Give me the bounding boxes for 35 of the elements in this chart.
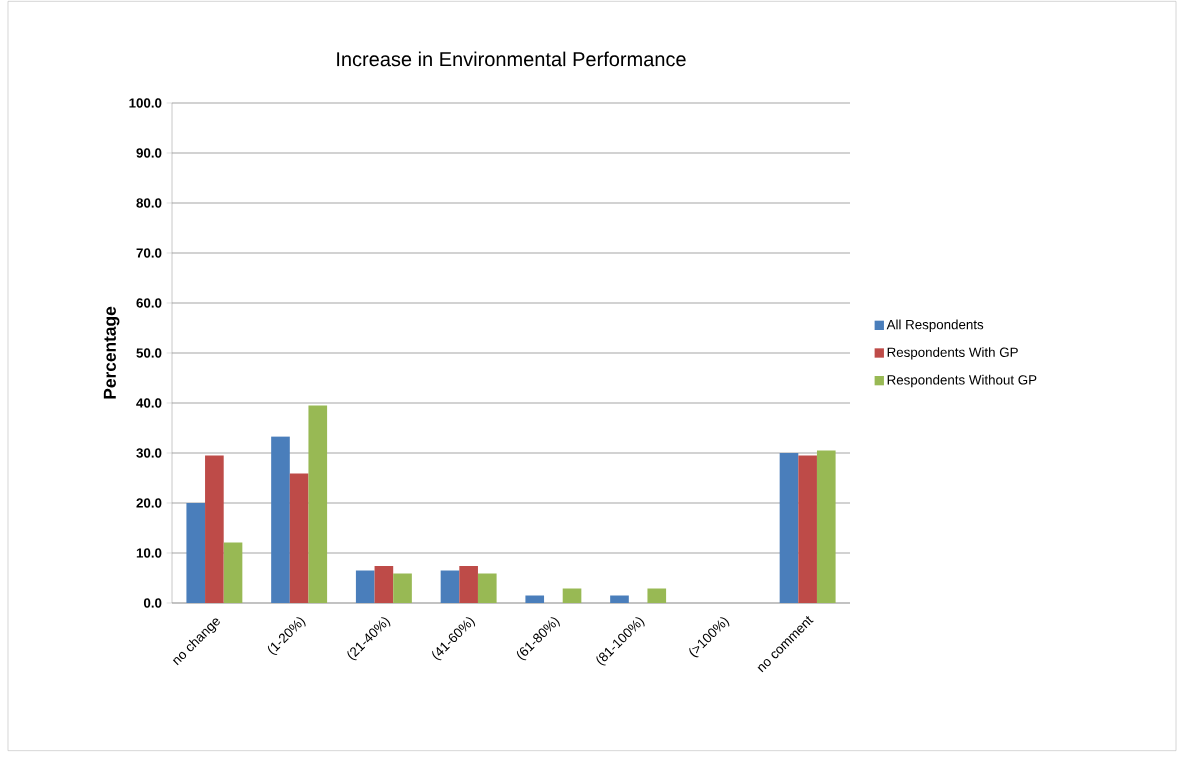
y-tick-label: 100.0 [129, 98, 162, 108]
bar [271, 436, 290, 603]
legend-label: All Respondents [886, 319, 984, 332]
bar [798, 455, 817, 603]
y-tick-label: 70.0 [136, 248, 162, 258]
bar [308, 405, 328, 603]
bar [816, 450, 836, 603]
y-tick-label: 90.0 [136, 148, 162, 158]
bar [393, 573, 412, 603]
y-tick-label: 40.0 [136, 398, 162, 408]
bar [223, 542, 243, 603]
legend-label: Respondents Without GP [887, 374, 1037, 388]
y-tick-label: 0.0 [143, 598, 162, 608]
y-tick-label: 20.0 [136, 498, 162, 508]
bar [355, 570, 375, 603]
bar [779, 453, 799, 603]
bar [477, 573, 497, 603]
legend-label: Respondents With GP [887, 347, 1018, 360]
y-tick-label: 60.0 [136, 298, 162, 308]
bar [289, 473, 309, 603]
y-tick-label: 10.0 [136, 548, 162, 558]
y-axis-title: Percentage [103, 306, 120, 399]
bar [647, 588, 667, 603]
bar [374, 566, 394, 603]
bar [186, 503, 206, 603]
y-tick-label: 80.0 [136, 198, 162, 208]
bar [440, 570, 460, 603]
bar [205, 455, 224, 603]
bar [610, 595, 629, 603]
chart-title: Increase in Environmental Performance [337, 51, 686, 67]
y-tick-label: 50.0 [136, 348, 162, 358]
y-tick-label: 30.0 [136, 448, 162, 458]
bar [459, 566, 478, 603]
bar [562, 588, 582, 603]
bar [525, 595, 545, 603]
